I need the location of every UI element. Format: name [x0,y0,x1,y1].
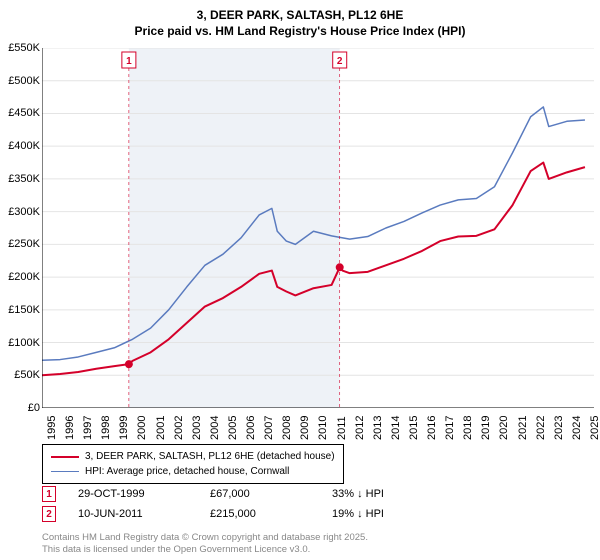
x-axis-label: 2017 [444,416,456,440]
x-axis-label: 1997 [82,416,94,440]
x-axis-label: 2024 [571,416,583,440]
x-axis-label: 2016 [426,416,438,440]
legend-swatch [51,456,79,458]
svg-text:2: 2 [337,56,343,67]
x-axis-label: 2020 [498,416,510,440]
legend-label: 3, DEER PARK, SALTASH, PL12 6HE (detache… [85,449,335,464]
sale-marker-row: 1 29-OCT-1999 £67,000 33% ↓ HPI [42,486,422,502]
y-axis-label: £200K [0,271,40,283]
marker-delta: 19% ↓ HPI [332,508,422,520]
y-axis-label: £150K [0,304,40,316]
marker-badge: 1 [42,486,56,502]
x-axis-label: 1995 [46,416,58,440]
x-axis-label: 2004 [209,416,221,440]
y-axis-label: £500K [0,75,40,87]
marker-delta: 33% ↓ HPI [332,488,422,500]
x-axis-label: 2010 [317,416,329,440]
svg-text:1: 1 [126,56,132,67]
x-axis-label: 2015 [408,416,420,440]
footer-line1: Contains HM Land Registry data © Crown c… [42,532,368,544]
y-axis-label: £0 [0,402,40,414]
marker-date: 10-JUN-2011 [78,508,188,520]
x-axis-label: 1998 [100,416,112,440]
marker-badge: 2 [42,506,56,522]
x-axis-label: 2002 [173,416,185,440]
x-axis-label: 2007 [263,416,275,440]
legend: 3, DEER PARK, SALTASH, PL12 6HE (detache… [42,444,344,484]
marker-date: 29-OCT-1999 [78,488,188,500]
x-axis-label: 2014 [390,416,402,440]
attribution-footer: Contains HM Land Registry data © Crown c… [42,532,368,556]
y-axis-label: £400K [0,140,40,152]
y-axis-label: £550K [0,42,40,54]
legend-label: HPI: Average price, detached house, Corn… [85,464,289,479]
y-axis-label: £300K [0,206,40,218]
legend-item-price-paid: 3, DEER PARK, SALTASH, PL12 6HE (detache… [51,449,335,464]
title-line2: Price paid vs. HM Land Registry's House … [0,24,600,40]
x-axis-label: 2021 [517,416,529,440]
x-axis-label: 2022 [535,416,547,440]
marker-price: £215,000 [210,508,310,520]
y-axis-label: £50K [0,369,40,381]
x-axis-label: 2018 [462,416,474,440]
legend-item-hpi: HPI: Average price, detached house, Corn… [51,464,335,479]
x-axis-label: 2000 [136,416,148,440]
x-axis-label: 2019 [480,416,492,440]
x-axis-label: 1996 [64,416,76,440]
y-axis-label: £450K [0,107,40,119]
x-axis-label: 2009 [299,416,311,440]
sale-markers-table: 1 29-OCT-1999 £67,000 33% ↓ HPI 2 10-JUN… [42,486,422,526]
x-axis-label: 2025 [589,416,600,440]
x-axis-label: 2012 [354,416,366,440]
marker-price: £67,000 [210,488,310,500]
title-line1: 3, DEER PARK, SALTASH, PL12 6HE [0,8,600,24]
chart-title: 3, DEER PARK, SALTASH, PL12 6HE Price pa… [0,0,600,39]
x-axis-label: 1999 [118,416,130,440]
sale-marker-row: 2 10-JUN-2011 £215,000 19% ↓ HPI [42,506,422,522]
y-axis-label: £100K [0,337,40,349]
y-axis-label: £350K [0,173,40,185]
x-axis-label: 2001 [155,416,167,440]
x-axis-label: 2023 [553,416,565,440]
x-axis-label: 2008 [281,416,293,440]
x-axis-label: 2013 [372,416,384,440]
footer-line2: This data is licensed under the Open Gov… [42,544,368,556]
x-axis-label: 2006 [245,416,257,440]
legend-swatch [51,471,79,473]
x-axis-label: 2005 [227,416,239,440]
x-axis-label: 2003 [191,416,203,440]
chart-plot-area: 12 [42,48,594,408]
x-axis-label: 2011 [336,416,348,440]
y-axis-label: £250K [0,238,40,250]
